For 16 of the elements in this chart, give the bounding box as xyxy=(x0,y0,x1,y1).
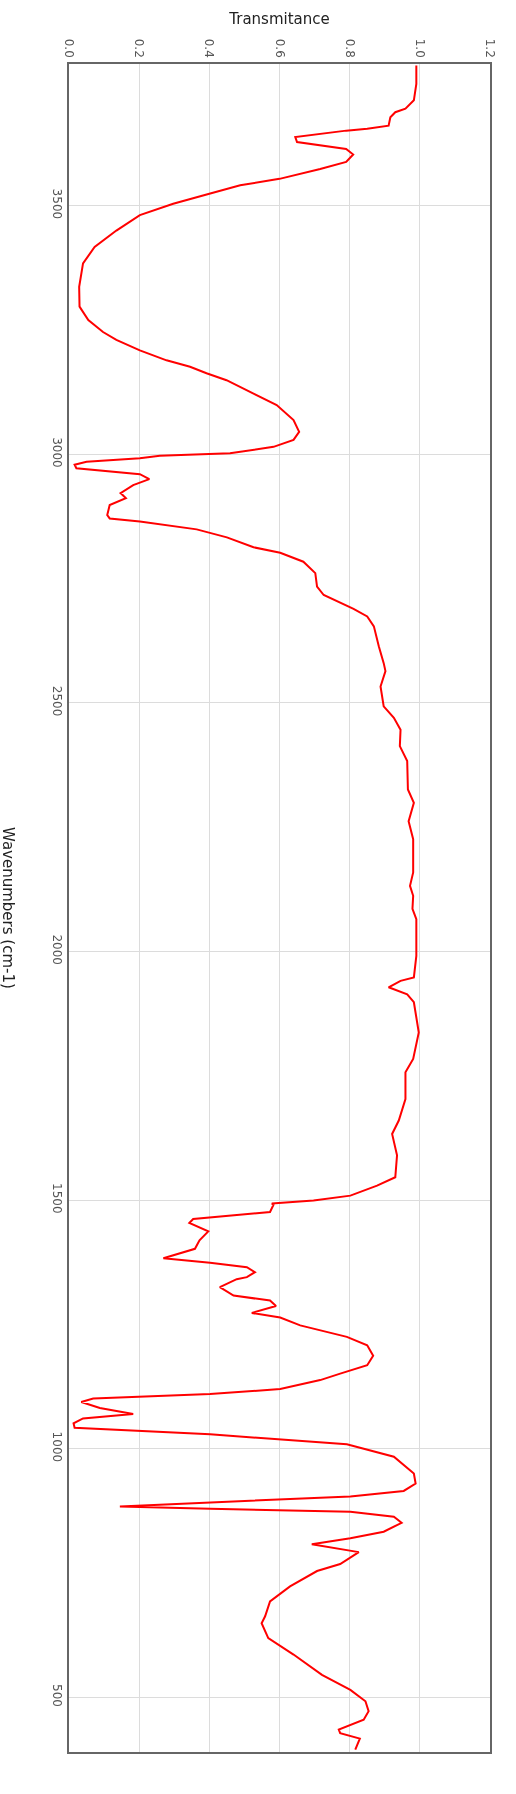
x-tick-label: 0.4 xyxy=(202,38,217,58)
y-tick-label: 500 xyxy=(49,1684,64,1707)
y-tick-label: 1000 xyxy=(49,1431,64,1463)
y-tick-label: 2000 xyxy=(49,934,64,965)
x-tick-label: 0.0 xyxy=(62,38,77,58)
x-tick-label: 1.2 xyxy=(483,38,498,58)
y-tick-label: 3500 xyxy=(49,188,64,220)
y-tick-label: 1500 xyxy=(49,1183,64,1214)
y-axis-title: Wavenumbers (cm-1) xyxy=(0,827,17,989)
x-axis-title: Transmitance xyxy=(228,10,330,29)
y-tick-label: 3000 xyxy=(49,437,64,468)
x-tick-label: 0.8 xyxy=(342,38,357,58)
y-tick-label: 2500 xyxy=(49,685,64,717)
x-tick-label: 1.0 xyxy=(412,38,427,58)
x-tick-label: 0.2 xyxy=(132,38,147,58)
x-tick-label: 0.6 xyxy=(272,38,287,58)
